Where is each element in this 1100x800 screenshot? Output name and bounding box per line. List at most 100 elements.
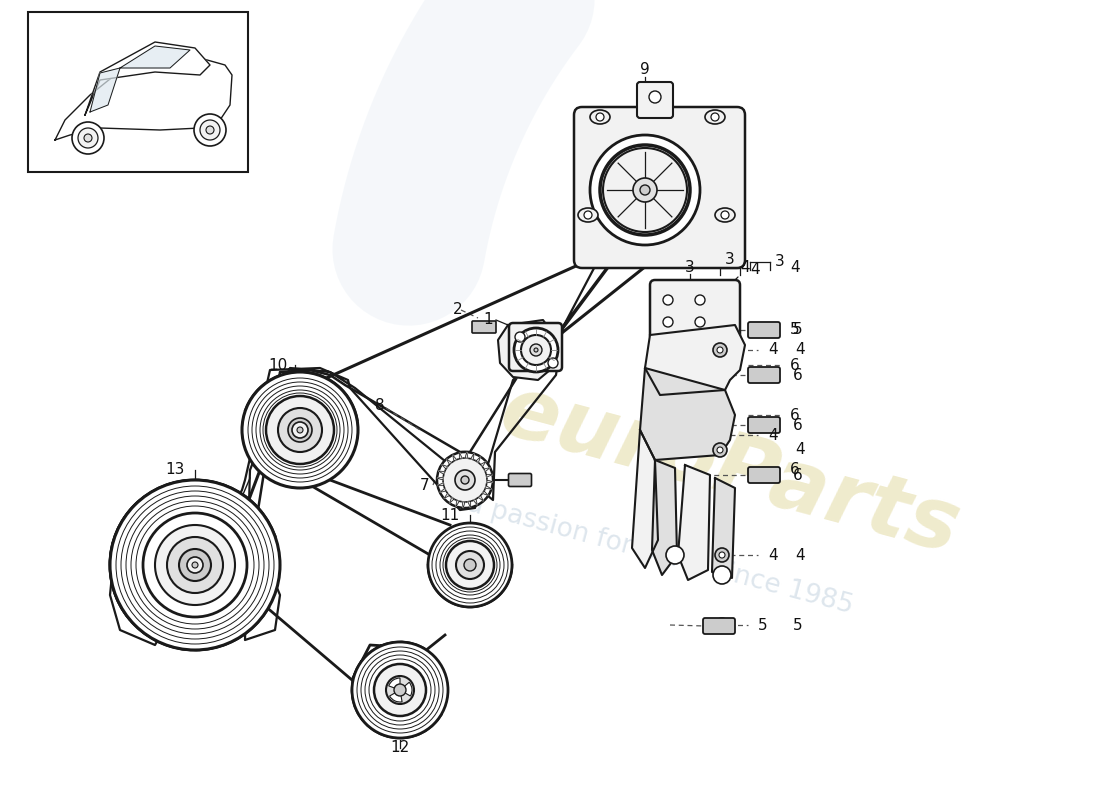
- Ellipse shape: [705, 110, 725, 124]
- Text: 4: 4: [740, 261, 750, 275]
- Circle shape: [200, 120, 220, 140]
- Text: 4: 4: [795, 342, 805, 358]
- Circle shape: [713, 443, 727, 457]
- Polygon shape: [452, 455, 456, 461]
- Text: 7: 7: [420, 478, 430, 493]
- Text: euroParts: euroParts: [492, 369, 969, 571]
- Circle shape: [534, 348, 538, 352]
- Polygon shape: [447, 459, 452, 465]
- Circle shape: [456, 551, 484, 579]
- Circle shape: [167, 537, 223, 593]
- Polygon shape: [55, 58, 232, 140]
- Text: 4: 4: [750, 262, 760, 278]
- Polygon shape: [444, 494, 450, 498]
- Text: 6: 6: [790, 407, 800, 422]
- Circle shape: [715, 548, 729, 562]
- Polygon shape: [632, 430, 658, 568]
- Circle shape: [352, 642, 448, 738]
- Circle shape: [297, 427, 302, 433]
- FancyBboxPatch shape: [637, 82, 673, 118]
- Circle shape: [713, 343, 727, 357]
- Text: 5: 5: [793, 618, 803, 633]
- Polygon shape: [468, 502, 471, 507]
- Polygon shape: [437, 477, 443, 480]
- FancyBboxPatch shape: [748, 367, 780, 383]
- Text: 12: 12: [390, 741, 409, 755]
- Circle shape: [192, 562, 198, 568]
- Circle shape: [666, 546, 684, 564]
- Circle shape: [278, 408, 322, 452]
- Circle shape: [443, 458, 487, 502]
- Polygon shape: [484, 468, 491, 471]
- Circle shape: [194, 114, 226, 146]
- Circle shape: [110, 480, 280, 650]
- Text: 8: 8: [375, 398, 385, 413]
- FancyBboxPatch shape: [748, 467, 780, 483]
- Polygon shape: [498, 320, 558, 380]
- Circle shape: [292, 422, 308, 438]
- Circle shape: [649, 91, 661, 103]
- Circle shape: [719, 552, 725, 558]
- Text: 6: 6: [790, 462, 800, 478]
- FancyBboxPatch shape: [748, 322, 780, 338]
- Circle shape: [596, 113, 604, 121]
- Wedge shape: [388, 678, 400, 690]
- Circle shape: [584, 211, 592, 219]
- Text: 5: 5: [790, 322, 800, 338]
- Text: 6: 6: [790, 358, 800, 373]
- Polygon shape: [456, 500, 460, 506]
- Polygon shape: [442, 465, 448, 469]
- Polygon shape: [481, 462, 486, 466]
- Circle shape: [155, 525, 235, 605]
- Circle shape: [187, 557, 204, 573]
- Ellipse shape: [715, 208, 735, 222]
- FancyBboxPatch shape: [509, 323, 562, 371]
- Polygon shape: [440, 489, 446, 492]
- Circle shape: [78, 128, 98, 148]
- Polygon shape: [120, 46, 190, 68]
- Circle shape: [711, 113, 719, 121]
- Circle shape: [446, 541, 494, 589]
- Polygon shape: [471, 454, 474, 460]
- Polygon shape: [476, 457, 481, 462]
- Circle shape: [603, 148, 688, 232]
- Circle shape: [717, 347, 723, 353]
- Circle shape: [461, 476, 469, 484]
- Text: 11: 11: [440, 507, 460, 522]
- Polygon shape: [450, 498, 454, 503]
- Text: 6: 6: [793, 467, 803, 482]
- Circle shape: [530, 344, 542, 356]
- Circle shape: [266, 396, 334, 464]
- Circle shape: [695, 317, 705, 327]
- Circle shape: [206, 126, 214, 134]
- Polygon shape: [486, 474, 493, 477]
- Bar: [28, 12, 248, 172]
- Polygon shape: [645, 325, 745, 395]
- Polygon shape: [485, 486, 492, 489]
- Text: 1: 1: [483, 313, 493, 327]
- Text: 13: 13: [165, 462, 185, 478]
- Text: 6: 6: [793, 418, 803, 433]
- Circle shape: [719, 622, 725, 628]
- Text: 3: 3: [685, 261, 695, 275]
- Polygon shape: [465, 452, 468, 458]
- FancyBboxPatch shape: [472, 321, 496, 333]
- Polygon shape: [473, 499, 477, 505]
- Circle shape: [695, 295, 705, 305]
- Text: 4: 4: [768, 342, 778, 358]
- Wedge shape: [400, 682, 412, 696]
- Circle shape: [455, 470, 475, 490]
- FancyBboxPatch shape: [650, 280, 740, 340]
- Circle shape: [179, 549, 211, 581]
- Circle shape: [394, 684, 406, 696]
- Text: 10: 10: [268, 358, 287, 373]
- Circle shape: [720, 211, 729, 219]
- Circle shape: [143, 513, 248, 617]
- Text: 9: 9: [640, 62, 650, 78]
- FancyBboxPatch shape: [703, 618, 735, 634]
- Text: 3: 3: [776, 254, 785, 270]
- Circle shape: [374, 664, 426, 716]
- Circle shape: [242, 372, 358, 488]
- Ellipse shape: [590, 110, 610, 124]
- Circle shape: [514, 328, 558, 372]
